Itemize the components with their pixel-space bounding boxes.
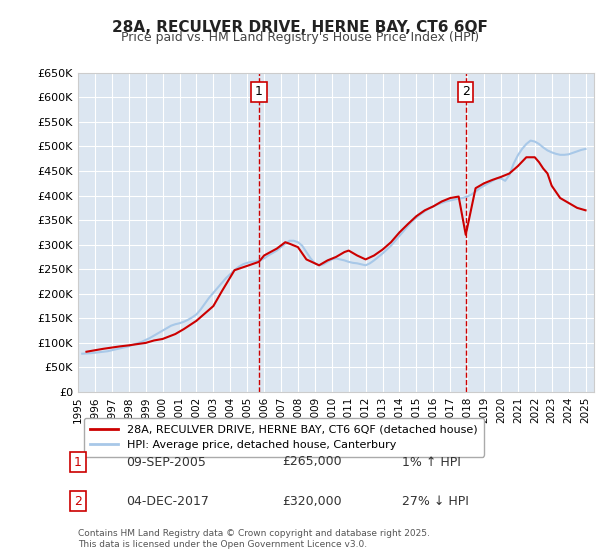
Text: 1% ↑ HPI: 1% ↑ HPI: [402, 455, 461, 469]
Text: 04-DEC-2017: 04-DEC-2017: [126, 494, 209, 508]
Text: 1: 1: [74, 455, 82, 469]
Text: 09-SEP-2005: 09-SEP-2005: [126, 455, 206, 469]
Text: 1: 1: [255, 86, 263, 99]
Legend: 28A, RECULVER DRIVE, HERNE BAY, CT6 6QF (detached house), HPI: Average price, de: 28A, RECULVER DRIVE, HERNE BAY, CT6 6QF …: [83, 418, 484, 456]
Text: Contains HM Land Registry data © Crown copyright and database right 2025.
This d: Contains HM Land Registry data © Crown c…: [78, 529, 430, 549]
Text: 2: 2: [462, 86, 470, 99]
Text: Price paid vs. HM Land Registry's House Price Index (HPI): Price paid vs. HM Land Registry's House …: [121, 31, 479, 44]
Text: 27% ↓ HPI: 27% ↓ HPI: [402, 494, 469, 508]
Text: 2: 2: [74, 494, 82, 508]
Text: 28A, RECULVER DRIVE, HERNE BAY, CT6 6QF: 28A, RECULVER DRIVE, HERNE BAY, CT6 6QF: [112, 20, 488, 35]
Text: £320,000: £320,000: [282, 494, 341, 508]
Text: £265,000: £265,000: [282, 455, 341, 469]
